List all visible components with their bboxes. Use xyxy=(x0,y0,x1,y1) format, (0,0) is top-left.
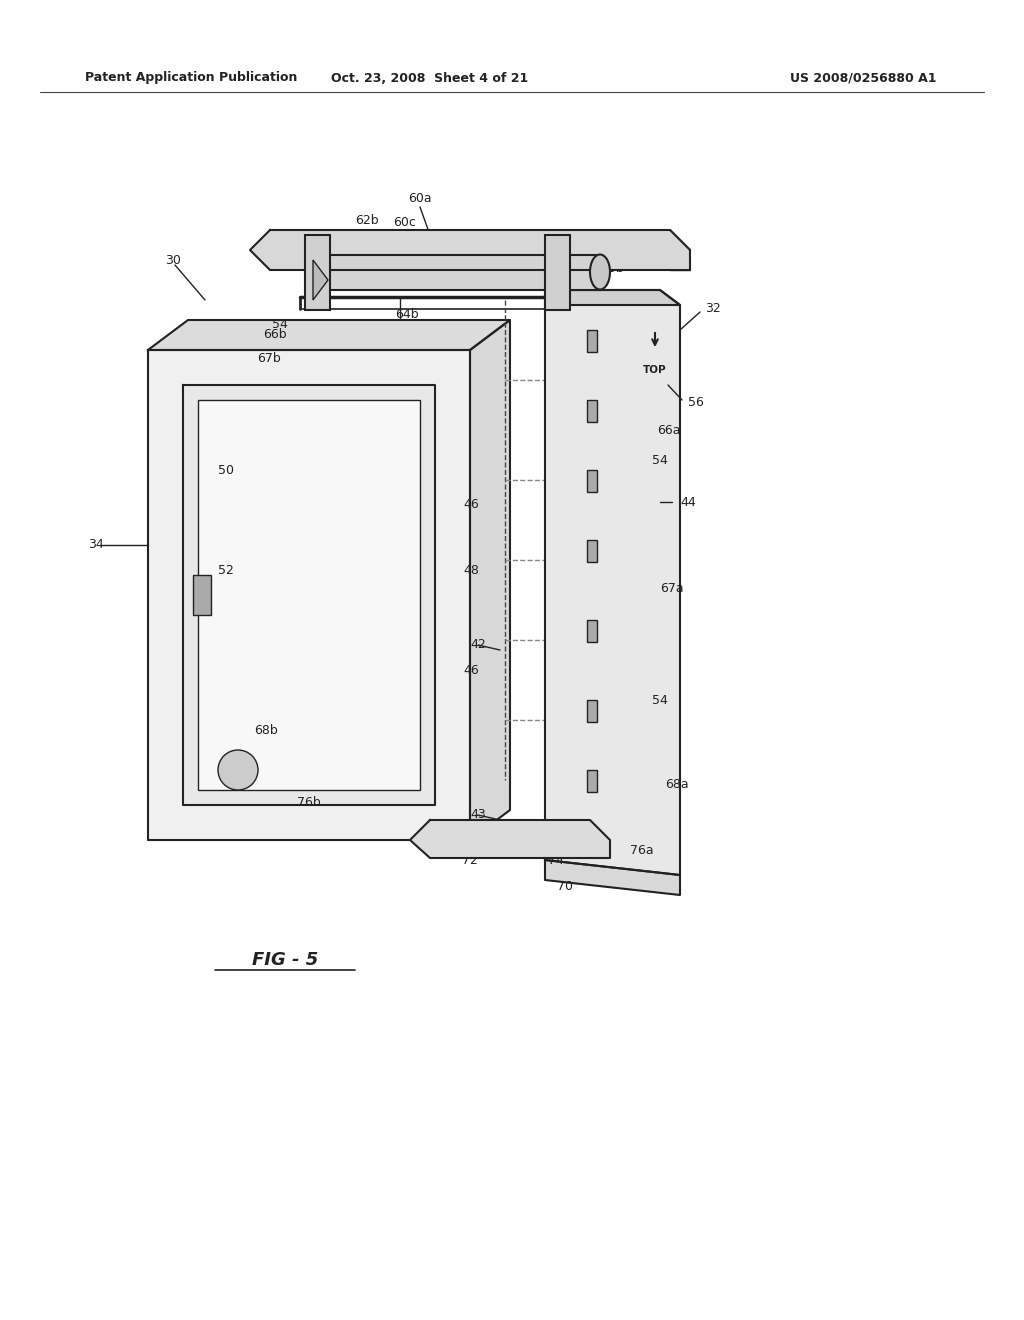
Ellipse shape xyxy=(310,255,330,289)
Text: 56: 56 xyxy=(688,396,703,408)
Polygon shape xyxy=(305,235,330,310)
Text: 32: 32 xyxy=(705,301,721,314)
Polygon shape xyxy=(545,861,680,895)
Text: 30: 30 xyxy=(165,253,181,267)
Text: 70: 70 xyxy=(557,880,573,894)
Polygon shape xyxy=(587,770,597,792)
Polygon shape xyxy=(587,400,597,422)
Text: 54: 54 xyxy=(652,693,668,706)
Polygon shape xyxy=(148,319,510,350)
Text: 67b: 67b xyxy=(257,351,281,364)
Polygon shape xyxy=(545,235,570,310)
Text: 62b: 62b xyxy=(355,214,379,227)
Text: 60c: 60c xyxy=(393,215,417,228)
Text: 68a: 68a xyxy=(665,779,688,792)
Text: 46: 46 xyxy=(463,664,479,676)
Text: 60: 60 xyxy=(510,253,526,267)
Polygon shape xyxy=(313,260,328,300)
Text: 46: 46 xyxy=(463,499,479,511)
Polygon shape xyxy=(587,540,597,562)
Text: 62a: 62a xyxy=(628,252,651,264)
Circle shape xyxy=(218,750,258,789)
Text: 36: 36 xyxy=(647,228,663,242)
Text: 66b: 66b xyxy=(263,329,287,342)
Text: 64b: 64b xyxy=(395,309,419,322)
Text: 76b: 76b xyxy=(297,796,321,808)
Text: Patent Application Publication: Patent Application Publication xyxy=(85,71,297,84)
Polygon shape xyxy=(545,290,680,875)
Polygon shape xyxy=(470,319,510,840)
Text: 76a: 76a xyxy=(630,843,653,857)
Polygon shape xyxy=(193,576,211,615)
Polygon shape xyxy=(319,255,600,290)
Polygon shape xyxy=(587,620,597,642)
Polygon shape xyxy=(198,400,420,789)
Text: 67a: 67a xyxy=(660,582,684,594)
Ellipse shape xyxy=(590,255,610,289)
Text: 44: 44 xyxy=(680,495,695,508)
Text: 50: 50 xyxy=(218,463,234,477)
Polygon shape xyxy=(587,700,597,722)
Text: 68b: 68b xyxy=(254,723,278,737)
Text: 60a: 60a xyxy=(409,191,432,205)
Text: FIG - 5: FIG - 5 xyxy=(252,950,318,969)
Text: Oct. 23, 2008  Sheet 4 of 21: Oct. 23, 2008 Sheet 4 of 21 xyxy=(332,71,528,84)
Text: 66a: 66a xyxy=(657,424,681,437)
Text: 42: 42 xyxy=(470,639,485,652)
Polygon shape xyxy=(545,290,680,305)
Polygon shape xyxy=(250,230,690,271)
Polygon shape xyxy=(410,820,610,858)
Text: 34: 34 xyxy=(88,539,103,552)
Text: 52: 52 xyxy=(218,564,233,577)
Polygon shape xyxy=(183,385,435,805)
Polygon shape xyxy=(587,470,597,492)
Text: 48: 48 xyxy=(463,564,479,577)
Text: 54: 54 xyxy=(272,318,288,331)
Text: US 2008/0256880 A1: US 2008/0256880 A1 xyxy=(790,71,937,84)
Text: 58: 58 xyxy=(455,243,471,256)
Text: TOP: TOP xyxy=(643,366,667,375)
Polygon shape xyxy=(587,330,597,352)
Text: 74: 74 xyxy=(548,854,564,866)
Polygon shape xyxy=(148,350,470,840)
Text: 60b: 60b xyxy=(600,261,624,275)
Text: 43: 43 xyxy=(470,808,485,821)
Text: 54: 54 xyxy=(652,454,668,466)
Text: 72: 72 xyxy=(462,854,478,866)
